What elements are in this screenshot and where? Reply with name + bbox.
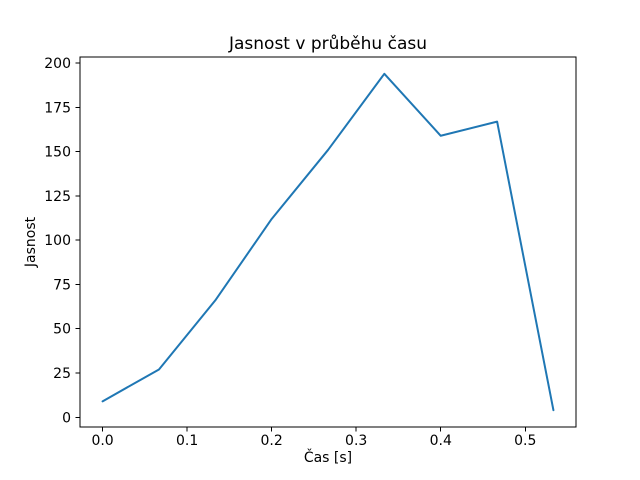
y-tick-label: 150 <box>44 145 71 161</box>
y-tick-label: 175 <box>44 100 71 116</box>
x-axis-label: Čas [s] <box>303 450 353 466</box>
y-tick-label: 50 <box>53 322 71 338</box>
x-tick-label: 0.4 <box>430 433 452 449</box>
data-line <box>101 72 555 412</box>
x-tick-label: 0.5 <box>514 433 536 449</box>
y-tick-label: 125 <box>44 189 71 205</box>
x-tick-label: 0.1 <box>176 433 198 449</box>
y-axis-label: Jasnost <box>23 216 39 268</box>
y-tick-label: 25 <box>53 366 71 382</box>
x-tick-label: 0.0 <box>91 433 113 449</box>
y-tick-label: 100 <box>44 233 71 249</box>
chart-title: Jasnost v průběhu času <box>228 34 427 54</box>
x-tick-label: 0.2 <box>261 433 283 449</box>
y-tick-label: 75 <box>53 277 71 293</box>
axes-spines <box>79 56 577 428</box>
y-tick-label: 200 <box>44 56 71 72</box>
y-tick-label: 0 <box>62 410 71 426</box>
x-tick-label: 0.3 <box>345 433 367 449</box>
